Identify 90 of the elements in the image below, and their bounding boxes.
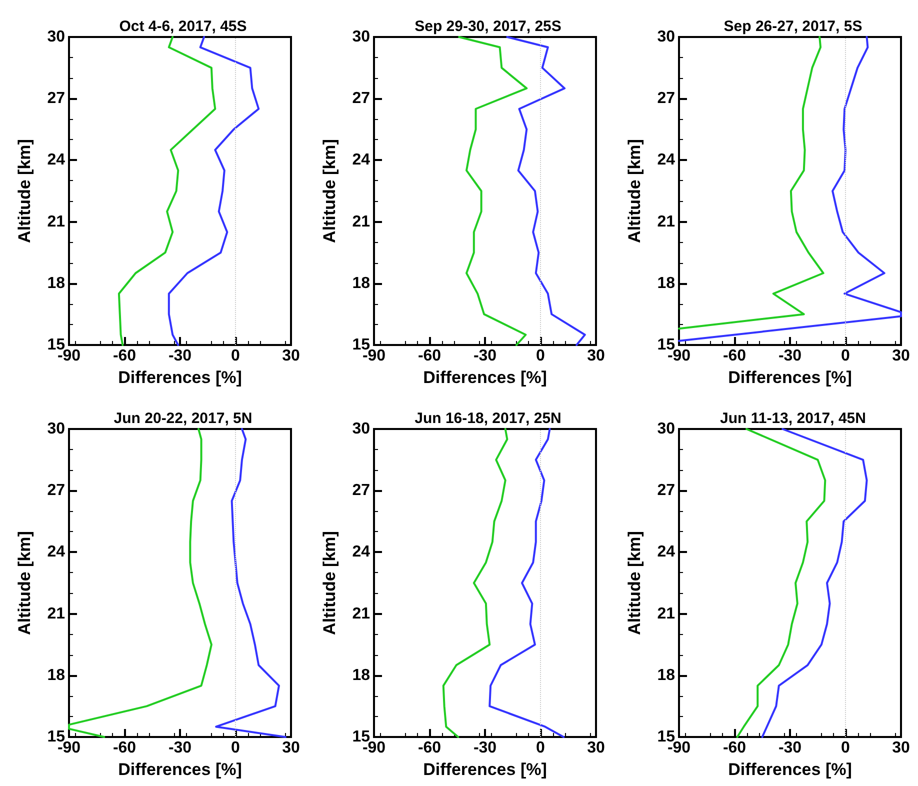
y-tick-label: 18 — [657, 666, 676, 684]
y-tick-label: 18 — [352, 666, 370, 684]
y-axis-title: Altitude [km] — [320, 139, 339, 243]
y-tick-label: 30 — [47, 420, 66, 438]
x-tick-label: -90 — [362, 348, 386, 364]
chart-title: Jun 20-22, 2017, 5N — [114, 410, 252, 427]
x-tick-label: -30 — [473, 740, 497, 756]
x-tick-label: -90 — [667, 740, 691, 756]
x-tick-label: -60 — [722, 348, 746, 364]
y-tick-label: 24 — [352, 152, 370, 169]
line-series — [68, 428, 212, 738]
y-tick-label: 30 — [657, 420, 676, 438]
y-tick-label: 24 — [657, 544, 676, 561]
line-series — [488, 428, 565, 738]
x-tick-label: -30 — [778, 348, 802, 364]
x-tick-label: -60 — [418, 740, 442, 756]
y-tick-label: 18 — [47, 274, 66, 292]
chart-title: Sep 26-27, 2017, 5S — [724, 18, 862, 35]
x-tick-label: -60 — [112, 348, 136, 364]
y-tick-label: 24 — [352, 544, 370, 561]
y-tick-label: 30 — [352, 420, 370, 438]
x-tick-label: 30 — [282, 348, 300, 364]
x-tick-label: 0 — [536, 348, 546, 364]
y-tick-label: 30 — [352, 28, 370, 46]
x-tick-label: -60 — [112, 740, 136, 756]
line-series — [678, 36, 902, 342]
y-tick-label: 21 — [352, 213, 370, 230]
y-axis-title: Altitude [km] — [625, 139, 644, 243]
y-tick-label: 24 — [47, 544, 66, 561]
y-axis-title: Altitude [km] — [625, 531, 644, 635]
line-series — [168, 36, 260, 346]
y-tick-label: 24 — [657, 152, 676, 169]
x-tick-label: -30 — [778, 740, 802, 756]
line-series — [442, 428, 508, 738]
line-series — [736, 428, 826, 738]
y-axis-title: Altitude [km] — [320, 531, 339, 635]
x-tick-label: 30 — [282, 740, 300, 756]
y-tick-label: 18 — [47, 666, 66, 684]
x-tick-label: -90 — [362, 740, 386, 756]
x-axis-title: Differences [%] — [423, 760, 547, 779]
y-tick-label: 27 — [352, 90, 370, 108]
x-tick-label: 0 — [231, 348, 240, 364]
y-tick-label: 18 — [352, 274, 370, 292]
y-tick-label: 27 — [47, 90, 66, 108]
y-tick-label: 21 — [657, 605, 676, 622]
x-tick-label: -90 — [57, 348, 81, 364]
chart-title: Oct 4-6, 2017, 45S — [119, 18, 247, 35]
y-tick-label: 21 — [47, 605, 66, 622]
x-tick-label: -90 — [57, 740, 81, 756]
x-tick-label: -90 — [667, 348, 691, 364]
y-tick-label: 30 — [657, 28, 676, 46]
x-tick-label: 0 — [841, 740, 850, 756]
x-axis-title: Differences [%] — [728, 368, 852, 387]
y-tick-label: 18 — [657, 274, 676, 292]
line-series — [761, 428, 868, 738]
chart-title: Jun 11-13, 2017, 45N — [720, 410, 866, 427]
y-axis-title: Altitude [km] — [15, 139, 34, 243]
y-tick-label: 21 — [352, 605, 370, 622]
chart-title: Sep 29-30, 2017, 25S — [414, 18, 562, 35]
chart-title: Jun 16-18, 2017, 25N — [414, 410, 562, 427]
y-tick-label: 21 — [657, 213, 676, 230]
x-tick-label: 0 — [536, 740, 546, 756]
x-tick-label: 30 — [892, 348, 910, 364]
x-tick-label: -60 — [418, 348, 442, 364]
y-tick-label: 30 — [47, 28, 66, 46]
y-tick-label: 27 — [47, 482, 66, 500]
x-axis-title: Differences [%] — [423, 368, 547, 387]
x-tick-label: -30 — [473, 348, 497, 364]
line-series — [458, 36, 528, 346]
x-axis-title: Differences [%] — [118, 760, 242, 779]
x-axis-title: Differences [%] — [118, 368, 242, 387]
y-tick-label: 24 — [47, 152, 66, 169]
x-tick-label: 30 — [587, 740, 605, 756]
y-tick-label: 21 — [47, 213, 66, 230]
x-tick-label: 0 — [841, 348, 850, 364]
line-series — [215, 428, 286, 738]
x-tick-label: -30 — [168, 740, 192, 756]
x-axis-title: Differences [%] — [728, 760, 852, 779]
x-tick-label: -30 — [168, 348, 192, 364]
line-series — [678, 36, 824, 330]
line-series — [118, 36, 216, 346]
x-tick-label: -60 — [722, 740, 746, 756]
y-tick-label: 27 — [352, 482, 370, 500]
y-axis-title: Altitude [km] — [15, 531, 34, 635]
y-tick-label: 27 — [657, 90, 676, 108]
x-tick-label: 30 — [587, 348, 605, 364]
x-tick-label: 0 — [231, 740, 240, 756]
line-series — [506, 36, 586, 346]
x-tick-label: 30 — [892, 740, 910, 756]
y-tick-label: 27 — [657, 482, 676, 500]
